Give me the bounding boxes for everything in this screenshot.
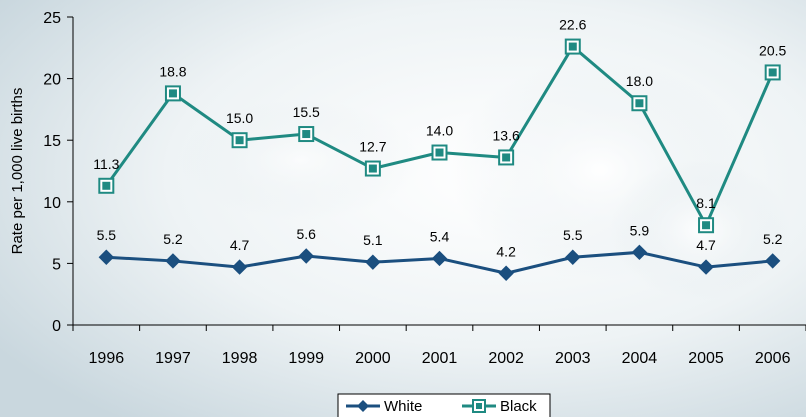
legend-label: White: [384, 398, 422, 415]
legend-item-black: Black: [462, 398, 537, 415]
point-black-2001: [431, 144, 448, 161]
data-label-white: 5.9: [630, 222, 650, 238]
y-tick-label: 25: [43, 10, 61, 27]
y-tick-label: 5: [52, 256, 61, 273]
point-black-2006: [764, 64, 781, 81]
y-tick-label: 15: [43, 133, 61, 150]
y-tick-label: 10: [43, 195, 61, 212]
y-tick-label: 0: [52, 318, 61, 335]
point-white-2006: [764, 253, 781, 269]
x-tick-label: 1997: [155, 350, 191, 367]
point-black-2003: [564, 38, 581, 55]
data-label-black: 22.6: [559, 17, 586, 33]
point-black-2004: [631, 95, 648, 112]
point-black-2002: [498, 149, 515, 166]
data-label-black: 18.8: [159, 63, 186, 79]
data-label-black: 11.3: [93, 156, 119, 172]
x-tick-label: 2004: [622, 350, 658, 367]
data-label-white: 5.6: [296, 226, 316, 242]
y-axis-title: Rate per 1,000 live births: [9, 88, 26, 255]
point-black-1999: [298, 126, 315, 143]
x-tick-label: 1999: [288, 350, 324, 367]
data-label-white: 4.2: [496, 243, 516, 259]
data-label-white: 5.2: [163, 231, 183, 247]
data-label-black: 14.0: [426, 123, 453, 139]
y-tick-label: 20: [43, 72, 61, 89]
x-tick-label: 2005: [688, 350, 724, 367]
x-tick-label: 2000: [355, 350, 391, 367]
data-label-black: 12.7: [359, 139, 386, 155]
data-label-white: 4.7: [696, 237, 716, 253]
data-label-white: 5.5: [563, 227, 583, 243]
data-label-white: 4.7: [230, 237, 250, 253]
data-label-white: 5.4: [430, 228, 450, 244]
data-label-black: 15.0: [226, 110, 253, 126]
data-label-black: 20.5: [759, 42, 786, 58]
point-white-2003: [565, 249, 581, 265]
point-black-1997: [164, 85, 181, 102]
point-white-2000: [365, 254, 381, 270]
point-white-2001: [431, 250, 448, 267]
point-black-2000: [364, 160, 381, 177]
x-tick-label: 2006: [755, 350, 791, 367]
data-label-black: 15.5: [293, 104, 320, 120]
data-labels: 5.5 5.2 4.7 5.6 5.1 5.4 4.2 5.5 5.9 4.7 5.2 11.3 18.…: [93, 17, 786, 260]
point-white-2002: [498, 265, 514, 281]
x-tick-label: 1996: [89, 350, 125, 367]
data-label-black: 18.0: [626, 73, 653, 89]
point-white-1999: [298, 248, 314, 264]
legend-item-white: White: [346, 398, 422, 415]
point-black-2005: [698, 217, 715, 234]
x-tick-label: 2002: [488, 350, 524, 367]
point-white-1997: [165, 253, 181, 269]
x-tick-label: 1998: [222, 350, 258, 367]
point-white-1996: [98, 249, 115, 265]
axes: 0 5 10 15 20 25 1996 1997 1998 1999 2000 2001 2002 20…: [9, 10, 806, 367]
data-label-white: 5.5: [97, 227, 117, 243]
data-label-white: 5.1: [363, 232, 383, 248]
point-white-2005: [698, 259, 714, 275]
point-white-2004: [631, 244, 648, 261]
data-label-black: 13.6: [493, 127, 520, 143]
series-layer: [98, 38, 781, 281]
point-white-1998: [231, 259, 248, 275]
legend: White Black: [337, 393, 551, 417]
point-black-1996: [98, 177, 115, 194]
legend-box: [337, 393, 551, 417]
point-black-1998: [231, 132, 248, 149]
x-tick-label: 2001: [422, 350, 458, 367]
legend-label: Black: [500, 398, 537, 415]
data-label-black: 8.1: [696, 195, 716, 211]
data-label-white: 5.2: [763, 231, 783, 247]
x-tick-label: 2003: [555, 350, 591, 367]
